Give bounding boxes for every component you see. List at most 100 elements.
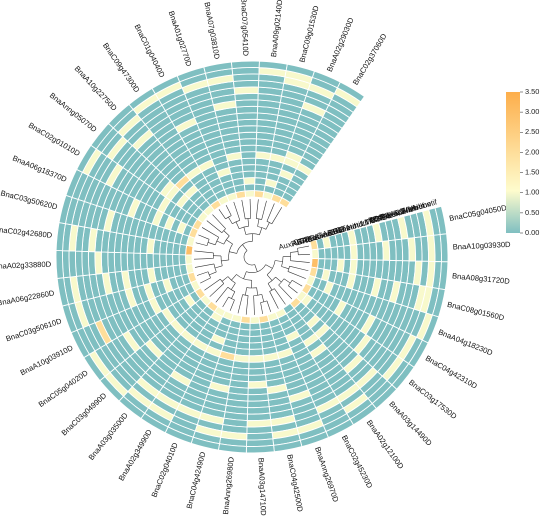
heatmap-cell xyxy=(356,243,365,261)
gene-label: BnaC08g01560D xyxy=(446,300,505,323)
heatmap-cell xyxy=(133,252,142,271)
legend-tick-label: 3.00 xyxy=(525,107,539,116)
heatmap-cell xyxy=(231,67,260,76)
heatmap-cell xyxy=(248,361,266,370)
dendrogram-branch xyxy=(267,276,282,291)
gene-label: BnaA03g03500D xyxy=(87,411,130,462)
gene-label: BnaA10g22750D xyxy=(73,64,119,113)
heatmap-cell xyxy=(232,79,260,89)
heatmap-cell xyxy=(248,354,265,363)
gene-label: BnaC07g05410D xyxy=(239,0,250,57)
heatmap-cell xyxy=(237,118,258,127)
gene-label: BnaAnng05070D xyxy=(48,91,99,135)
heatmap-cell xyxy=(368,241,378,261)
heatmap-cell xyxy=(240,151,257,160)
gene-label: BnaC02g42680D xyxy=(0,225,53,240)
dendrogram-branch xyxy=(237,294,249,315)
gene-label: BnaC02g04010D xyxy=(149,441,180,499)
dendrogram-branch xyxy=(235,218,250,230)
heatmap-cell xyxy=(249,322,261,331)
gene-label: BnaC09g47300D xyxy=(101,41,142,94)
heatmap-cell xyxy=(159,253,168,268)
dendrogram-branch xyxy=(194,263,217,276)
color-legend: 3.50 3.00 2.50 2.00 1.50 1.00 0.50 0.00 xyxy=(506,87,539,237)
gene-label: BnaA03g14710D xyxy=(257,458,268,517)
dendrogram-branch xyxy=(266,203,283,225)
gene-label: BnaC02g45230D xyxy=(340,434,375,490)
heatmap-cell xyxy=(242,170,256,179)
dendrogram-branch xyxy=(287,265,309,279)
heatmap-cell xyxy=(375,240,384,261)
dendrogram-branch xyxy=(288,279,303,294)
gene-label: BnaC09g01530D xyxy=(297,4,320,63)
gene-label: BnaA02g33880D xyxy=(0,260,52,271)
heatmap-cell xyxy=(165,253,174,267)
gene-label: BnaA02g34990D xyxy=(117,427,154,482)
heatmap-cell xyxy=(100,251,110,274)
heatmap-cell xyxy=(235,105,259,115)
dendrogram-branch xyxy=(290,251,310,263)
dendrogram-branch xyxy=(257,218,270,230)
heatmap-cell xyxy=(317,247,326,260)
heatmap-cell xyxy=(236,112,258,121)
dendrogram-branch xyxy=(229,233,253,254)
legend-tick-label: 1.00 xyxy=(525,188,539,197)
gene-label: BnaA06g22860D xyxy=(0,288,56,307)
gene-label: BnaA09g02140D xyxy=(269,0,284,58)
dendrogram xyxy=(194,199,310,315)
gene-label: BnaC04g42490D xyxy=(185,450,208,509)
heatmap-cell xyxy=(343,244,352,260)
gene-label: BnaC02g01010D xyxy=(27,121,82,159)
heatmap-cell xyxy=(245,444,275,454)
dendrogram-branch xyxy=(253,294,265,315)
heatmap-cell xyxy=(113,251,123,273)
gene-label: BnaC04g42310D xyxy=(424,354,479,391)
heatmap-cell xyxy=(248,348,264,357)
heatmap-cell xyxy=(247,380,268,389)
dendrogram-branch xyxy=(201,227,219,246)
dendrogram-branch xyxy=(278,278,293,300)
dendrogram-branch xyxy=(206,214,226,233)
heatmap-cell xyxy=(238,131,258,140)
heatmap-cell xyxy=(247,386,269,396)
heatmap-cell xyxy=(237,125,258,134)
legend-tick-label: 0.50 xyxy=(525,208,539,217)
heatmap-cell xyxy=(330,246,339,260)
track-label: ABRE xyxy=(291,234,313,248)
gene-label: BnaA03g14490D xyxy=(387,399,434,448)
legend-tick-label: 3.50 xyxy=(525,87,539,96)
gene-label: BnaA10g03910D xyxy=(19,343,75,377)
gene-label: BnaA01g02770D xyxy=(167,10,194,68)
gene-label: BnaA10g03930D xyxy=(453,240,512,252)
track-label: ERE xyxy=(327,225,344,238)
heatmap-cell xyxy=(311,248,319,260)
dendrogram-branch xyxy=(215,286,236,303)
heatmap-cell xyxy=(241,164,256,173)
heatmap-cell xyxy=(185,254,193,265)
dendrogram-branch xyxy=(195,234,210,246)
heatmap-cell xyxy=(249,335,263,344)
heatmap-cell xyxy=(243,177,256,185)
dendrogram-branch xyxy=(241,199,252,220)
heatmap-cell xyxy=(120,252,129,272)
dendrogram-branch xyxy=(255,199,267,220)
gene-label: BnaC03g50620D xyxy=(0,188,59,211)
heatmap-cell xyxy=(126,252,135,272)
dendrogram-branch xyxy=(221,239,233,262)
heatmap-cell xyxy=(152,253,161,269)
gene-label: BnaA07g03810D xyxy=(203,1,222,60)
legend-color-bar xyxy=(506,92,520,233)
heatmap-cell xyxy=(139,252,148,270)
heatmap-cell xyxy=(232,73,260,82)
heatmap-rings xyxy=(55,60,449,454)
heatmap-cell xyxy=(230,60,260,70)
gene-label: BnaA08g31720D xyxy=(452,271,511,286)
gene-label: BnaA06g18370D xyxy=(11,154,68,185)
legend-tick-label: 0.00 xyxy=(525,228,539,237)
gene-label: BnaC02g37060D xyxy=(351,32,389,87)
heatmap-cell xyxy=(349,244,358,261)
gene-label: BnaC04g42500D xyxy=(285,454,305,513)
heatmap-cell xyxy=(172,253,180,267)
track-label: MRE xyxy=(370,212,389,225)
dendrogram-branch xyxy=(231,274,253,289)
